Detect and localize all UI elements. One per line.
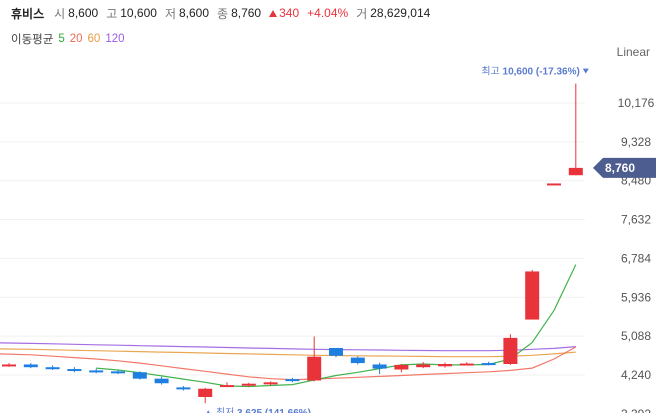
low-annotation-label: ▲ 최저 [203, 407, 237, 413]
candle-body [67, 369, 82, 372]
open-label: 시 [54, 6, 66, 21]
candle-body [45, 367, 60, 370]
y-axis-tick-label: 9,328 [621, 135, 651, 149]
low-annotation: ▲ 최저 3,625 (141.66%) [203, 407, 311, 413]
candle-body [220, 385, 234, 388]
candle-body [438, 364, 452, 367]
low-price: 8,600 [179, 6, 210, 20]
volume-value: 28,629,014 [370, 6, 431, 20]
high-marker-icon [582, 68, 589, 74]
high-annotation: 최고 10,600 (-17.36%) [481, 66, 579, 78]
candle-body [459, 363, 474, 366]
y-axis-tick-label: 7,632 [621, 213, 651, 227]
ma-legend-title: 이동평균 [11, 34, 54, 46]
close-label: 종 [217, 6, 229, 21]
candle-body [503, 337, 518, 365]
price-change-value: 340 [279, 6, 300, 20]
high-annotation-value: 10,600 (-17.36%) [503, 67, 580, 78]
y-axis-tick-label: 6,784 [621, 251, 651, 265]
candle-body [525, 271, 540, 320]
candle-body [154, 378, 169, 384]
close-price: 8,760 [231, 6, 262, 20]
ma60-line [0, 348, 576, 358]
open-price: 8,600 [68, 6, 99, 20]
candle-body [89, 370, 104, 373]
candle-body [416, 364, 431, 368]
high-label: 고 [106, 6, 118, 21]
candle-body [176, 387, 191, 390]
scale-mode-toggle[interactable]: Linear [616, 45, 650, 59]
current-price-label: 8,760 [605, 161, 635, 175]
price-change: 340 [269, 6, 299, 20]
ma5-line [96, 264, 577, 388]
stock-name: 휴비스 [11, 6, 45, 21]
candle-body [481, 363, 496, 366]
ma-legend-20[interactable]: 20 [69, 33, 83, 45]
high-annotation-label: 최고 [481, 66, 502, 78]
ma-legend-5[interactable]: 5 [58, 33, 65, 45]
stock-summary-header: 휴비스 시 8,600 고 10,600 저 8,600 종 8,760 340… [11, 4, 438, 22]
y-axis-tick-label: 10,176 [618, 96, 655, 110]
ma-legend-120[interactable]: 120 [105, 33, 125, 45]
candle-body [285, 379, 300, 382]
candle-body [198, 388, 213, 397]
candle-body [307, 356, 322, 381]
low-label: 저 [164, 6, 176, 21]
y-axis-tick-label: 4,240 [621, 368, 651, 382]
candle-body [547, 183, 561, 186]
high-price: 10,600 [120, 6, 157, 20]
y-axis-tick-label: 5,088 [621, 329, 651, 343]
candle-body [372, 364, 387, 369]
current-price-tag [593, 157, 656, 178]
candle-body [111, 371, 125, 374]
candle-body [23, 364, 38, 368]
candle-body [350, 357, 365, 364]
candle-body [568, 167, 583, 176]
y-axis-tick-label: 3,392 [621, 407, 651, 413]
ma120-line [0, 342, 576, 352]
moving-average-legend: 이동평균 5 20 60 120 [11, 31, 130, 47]
up-triangle-icon [269, 9, 278, 17]
candle-body [263, 382, 278, 385]
volume-label: 거 [356, 6, 368, 21]
candle-body [132, 372, 147, 379]
price-change-percent: +4.04% [307, 6, 349, 20]
candle-body [394, 364, 409, 370]
candle-body [2, 364, 16, 367]
y-axis-tick-label: 5,936 [621, 290, 651, 304]
ma-legend-60[interactable]: 60 [87, 33, 101, 45]
low-annotation-value: 3,625 (141.66%) [237, 408, 311, 413]
candle-body [241, 383, 256, 386]
candle-body [329, 347, 343, 356]
